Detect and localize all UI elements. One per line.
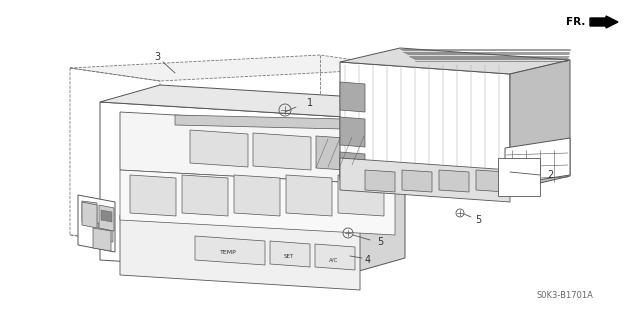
Polygon shape [270, 241, 310, 267]
Polygon shape [100, 85, 405, 117]
Text: A/C: A/C [330, 257, 339, 263]
Polygon shape [175, 115, 385, 130]
Polygon shape [402, 170, 432, 192]
Text: 3: 3 [154, 52, 160, 62]
Polygon shape [120, 170, 395, 235]
Polygon shape [510, 60, 570, 190]
Polygon shape [98, 223, 113, 242]
Polygon shape [340, 48, 570, 74]
Text: SET: SET [284, 255, 294, 259]
Polygon shape [82, 201, 97, 224]
Polygon shape [120, 112, 395, 185]
Polygon shape [100, 102, 345, 275]
Polygon shape [182, 175, 228, 216]
Polygon shape [439, 170, 469, 192]
Text: 2: 2 [547, 170, 553, 180]
Polygon shape [498, 158, 540, 196]
Polygon shape [340, 62, 510, 190]
Text: FR.: FR. [566, 17, 586, 27]
Polygon shape [78, 195, 115, 252]
Text: 5: 5 [475, 215, 481, 225]
Polygon shape [286, 175, 332, 216]
Text: 1: 1 [307, 98, 313, 108]
Text: 4: 4 [365, 255, 371, 265]
Polygon shape [93, 228, 111, 251]
Polygon shape [130, 175, 176, 216]
Polygon shape [340, 82, 365, 112]
Text: S0K3-B1701A: S0K3-B1701A [536, 291, 593, 300]
Polygon shape [190, 130, 248, 167]
Polygon shape [82, 202, 97, 228]
Polygon shape [340, 152, 365, 182]
Polygon shape [340, 117, 365, 147]
Polygon shape [385, 140, 403, 166]
Polygon shape [253, 133, 311, 170]
Polygon shape [382, 118, 402, 134]
Polygon shape [505, 138, 570, 185]
Polygon shape [476, 170, 506, 192]
Polygon shape [195, 236, 265, 265]
Polygon shape [340, 158, 510, 202]
Polygon shape [120, 215, 360, 290]
Polygon shape [338, 175, 384, 216]
Polygon shape [234, 175, 280, 216]
Polygon shape [70, 55, 410, 81]
Polygon shape [345, 100, 405, 275]
Polygon shape [365, 170, 395, 192]
FancyArrow shape [590, 16, 618, 28]
Polygon shape [315, 244, 355, 270]
Polygon shape [101, 210, 112, 222]
Text: 5: 5 [377, 237, 383, 247]
Text: TEMP: TEMP [220, 249, 236, 255]
Polygon shape [316, 136, 360, 171]
Polygon shape [365, 139, 393, 173]
Polygon shape [99, 205, 114, 231]
